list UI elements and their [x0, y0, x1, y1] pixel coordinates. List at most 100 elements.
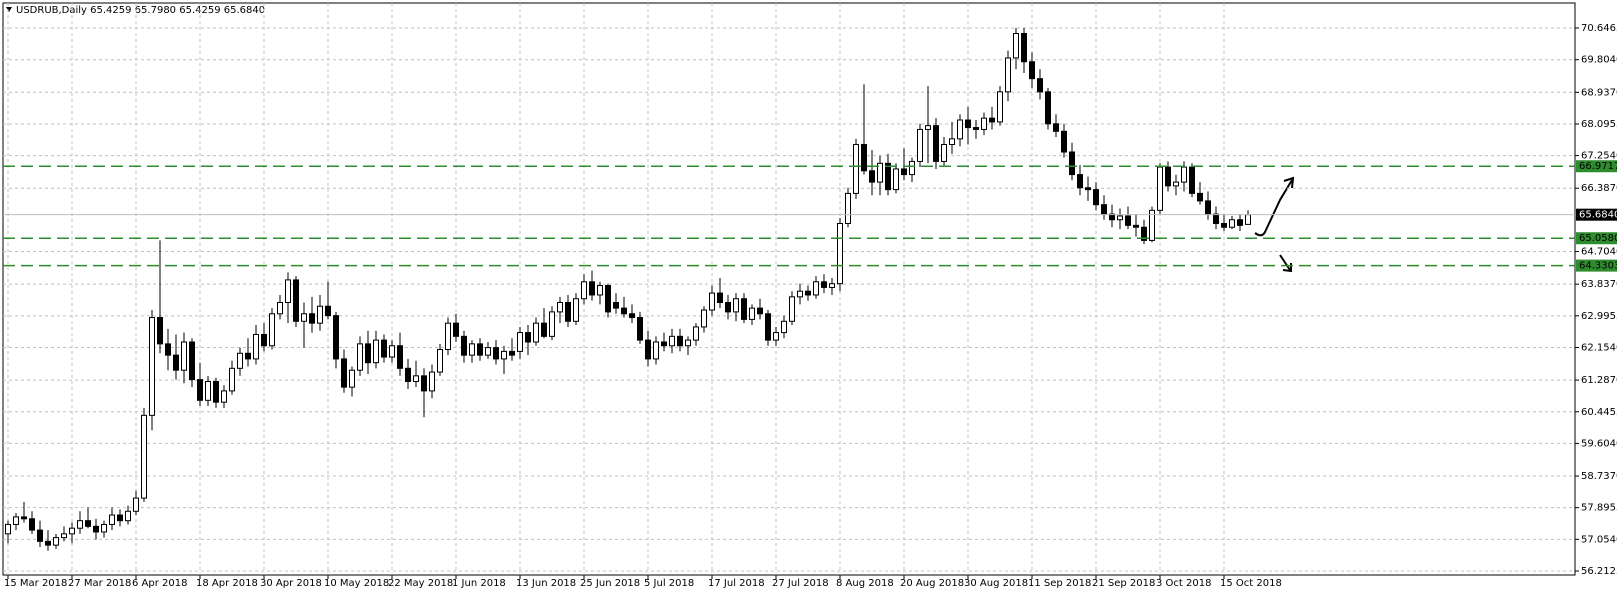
x-tick-label: 27 Mar 2018	[68, 578, 131, 589]
candle-body	[877, 162, 883, 183]
candle-body	[565, 301, 571, 322]
candle-body	[517, 332, 523, 352]
candle-body	[461, 335, 467, 356]
candle-body	[965, 119, 971, 129]
candle-body	[93, 525, 99, 533]
y-tick-label: 56.2125	[1581, 566, 1617, 577]
plot-frame	[2, 2, 1576, 576]
x-tick-label: 8 Aug 2018	[836, 578, 894, 589]
candle-body	[53, 537, 59, 546]
candle-body	[437, 349, 443, 373]
candle-body	[21, 516, 27, 520]
candle-body	[1093, 189, 1099, 206]
candle-body	[301, 313, 307, 322]
candle-body	[709, 292, 715, 311]
x-tick-label: 27 Jul 2018	[772, 578, 829, 589]
x-tick-label: 3 Oct 2018	[1156, 578, 1211, 589]
candle-body	[725, 301, 731, 313]
candle-body	[573, 298, 579, 322]
last-price-label: 65.6840	[1579, 210, 1617, 221]
candle-body	[229, 367, 235, 392]
candle-body	[341, 358, 347, 388]
candle-body	[181, 341, 187, 371]
candle-body	[141, 414, 147, 499]
candle-body	[1101, 204, 1107, 215]
candle-body	[1125, 215, 1131, 226]
candle-body	[989, 117, 995, 123]
candle-body	[853, 143, 859, 194]
y-tick-label: 62.1540	[1581, 342, 1617, 353]
candle-body	[637, 317, 643, 341]
candle-body	[397, 345, 403, 369]
x-tick-label: 13 Jun 2018	[516, 578, 576, 589]
candle-body	[653, 341, 659, 360]
candle-body	[1037, 78, 1043, 93]
x-tick-label: 17 Jul 2018	[708, 578, 765, 589]
x-tick-label: 1 Jun 2018	[452, 578, 506, 589]
candle-body	[1005, 57, 1011, 93]
candle-body	[701, 309, 707, 328]
candle-body	[293, 279, 299, 322]
candle-body	[101, 523, 107, 533]
candle-body	[821, 281, 827, 288]
candle-body	[37, 529, 43, 542]
candle-body	[1197, 192, 1203, 202]
x-tick-label: 20 Aug 2018	[900, 578, 964, 589]
candle-body	[245, 352, 251, 360]
candle-body	[77, 520, 83, 529]
candle-body	[557, 301, 563, 313]
candle-body	[261, 333, 267, 347]
candle-body	[1189, 166, 1195, 194]
candle-body	[285, 279, 291, 303]
y-tick-label: 66.3870	[1581, 183, 1617, 194]
y-tick-label: 59.6040	[1581, 438, 1617, 449]
candle-body	[757, 307, 763, 315]
candle-body	[749, 307, 755, 320]
candle-body	[1053, 123, 1059, 132]
candle-body	[685, 339, 691, 347]
x-tick-label: 5 Jul 2018	[644, 578, 694, 589]
candle-body	[893, 168, 899, 191]
candle-body	[1013, 33, 1019, 59]
candle-body	[933, 125, 939, 162]
x-tick-label: 6 Apr 2018	[132, 578, 187, 589]
candle-body	[773, 332, 779, 341]
candle-body	[533, 322, 539, 343]
last-price-box	[1576, 208, 1617, 221]
y-tick-label: 58.7370	[1581, 471, 1617, 482]
y-tick-label: 67.2540	[1581, 151, 1617, 162]
x-tick-label: 18 Apr 2018	[196, 578, 258, 589]
candle-body	[29, 518, 35, 531]
candle-body	[629, 313, 635, 319]
candle-body	[253, 333, 259, 360]
x-tick-label: 25 Jun 2018	[580, 578, 640, 589]
candle-body	[861, 143, 867, 172]
candle-body	[197, 379, 203, 401]
candle-body	[133, 497, 139, 512]
x-tick-label: 10 May 2018	[324, 578, 389, 589]
candle-body	[917, 128, 923, 162]
candle-body	[1085, 187, 1091, 191]
candle-body	[149, 317, 155, 416]
candle-body	[669, 335, 675, 347]
candle-body	[741, 298, 747, 320]
candle-body	[277, 301, 283, 315]
candle-body	[205, 380, 211, 401]
candle-body	[485, 347, 491, 356]
candle-body	[429, 371, 435, 392]
candle-body	[109, 514, 115, 525]
candle-body	[525, 332, 531, 343]
candle-body	[813, 281, 819, 296]
y-tick-label: 69.8040	[1581, 55, 1617, 66]
level-label: 64.3303	[1579, 261, 1617, 272]
candle-body	[493, 347, 499, 360]
candle-body	[1021, 33, 1027, 63]
y-tick-label: 61.2870	[1581, 375, 1617, 386]
candle-body	[213, 380, 219, 403]
candle-body	[829, 283, 835, 288]
chart-title: USDRUB,Daily 65.4259 65.7980 65.4259 65.…	[16, 5, 265, 16]
candle-body	[549, 311, 555, 337]
candle-body	[1141, 226, 1147, 241]
candle-body	[469, 343, 475, 356]
